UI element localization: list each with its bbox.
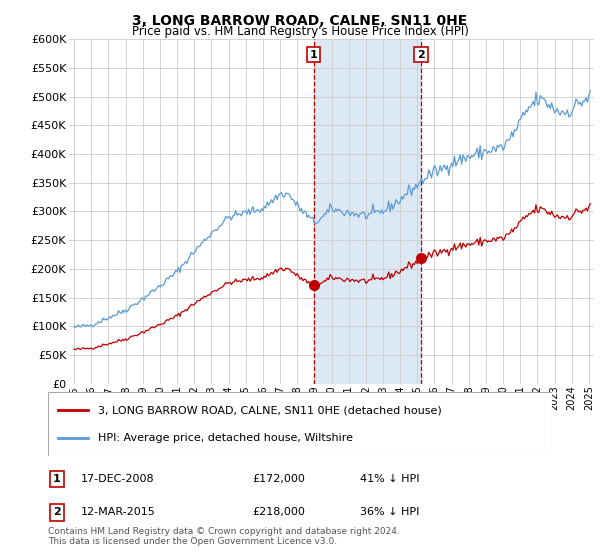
Text: 3, LONG BARROW ROAD, CALNE, SN11 0HE (detached house): 3, LONG BARROW ROAD, CALNE, SN11 0HE (de… — [98, 405, 442, 415]
Text: 2: 2 — [417, 50, 425, 60]
Text: 12-MAR-2015: 12-MAR-2015 — [81, 507, 156, 517]
Text: HPI: Average price, detached house, Wiltshire: HPI: Average price, detached house, Wilt… — [98, 433, 353, 444]
FancyBboxPatch shape — [48, 392, 552, 456]
Text: 36% ↓ HPI: 36% ↓ HPI — [360, 507, 419, 517]
Text: 41% ↓ HPI: 41% ↓ HPI — [360, 474, 419, 484]
Text: 1: 1 — [53, 474, 61, 484]
Text: 2: 2 — [53, 507, 61, 517]
Text: 17-DEC-2008: 17-DEC-2008 — [81, 474, 155, 484]
Bar — [314, 39, 421, 384]
Text: £172,000: £172,000 — [252, 474, 305, 484]
Text: 3, LONG BARROW ROAD, CALNE, SN11 0HE: 3, LONG BARROW ROAD, CALNE, SN11 0HE — [133, 14, 467, 28]
Text: 1: 1 — [310, 50, 317, 60]
Text: £218,000: £218,000 — [252, 507, 305, 517]
Text: Contains HM Land Registry data © Crown copyright and database right 2024.
This d: Contains HM Land Registry data © Crown c… — [48, 526, 400, 546]
Text: Price paid vs. HM Land Registry's House Price Index (HPI): Price paid vs. HM Land Registry's House … — [131, 25, 469, 38]
